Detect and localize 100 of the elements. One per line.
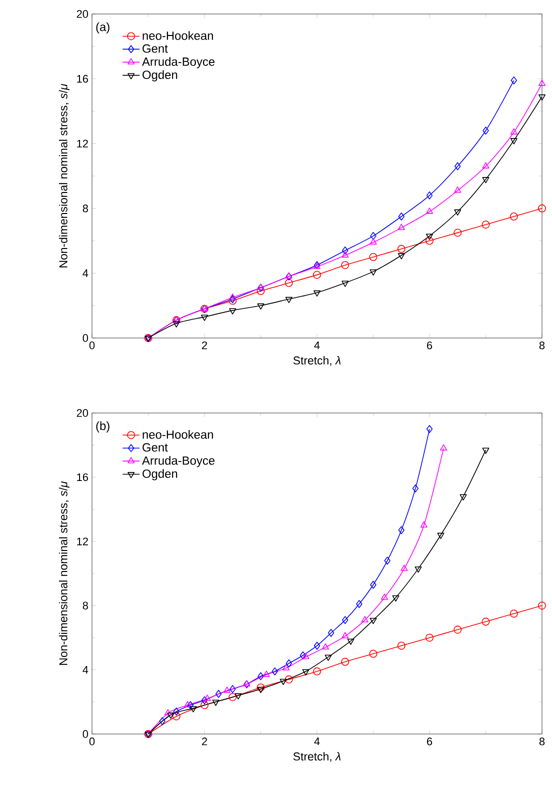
point xyxy=(272,667,278,676)
point xyxy=(482,448,490,454)
point xyxy=(284,675,293,684)
x-tick-label: 4 xyxy=(314,342,320,350)
point xyxy=(454,209,462,216)
legend-label: Gent xyxy=(142,443,168,452)
point xyxy=(204,694,211,701)
point xyxy=(437,532,444,539)
point xyxy=(173,708,180,716)
point xyxy=(282,664,290,670)
point xyxy=(167,712,174,719)
point xyxy=(384,556,390,565)
point xyxy=(172,712,180,720)
point xyxy=(482,177,490,184)
point xyxy=(538,204,546,212)
point xyxy=(313,270,321,279)
legend-label: neo-Hookean xyxy=(142,31,213,40)
point xyxy=(184,701,192,708)
point xyxy=(314,642,320,650)
y-tick-label: 4 xyxy=(82,666,88,674)
point xyxy=(284,278,293,287)
point xyxy=(190,706,197,712)
point xyxy=(397,244,406,253)
y-tick-label: 8 xyxy=(82,602,88,610)
point xyxy=(258,672,264,680)
legend-label: Arruda-Boyce xyxy=(142,57,215,68)
point xyxy=(370,232,376,240)
point xyxy=(229,293,236,300)
point xyxy=(342,246,348,255)
point xyxy=(454,626,462,634)
point xyxy=(342,616,348,624)
point xyxy=(201,696,208,704)
point xyxy=(285,296,292,304)
point xyxy=(398,224,405,230)
point xyxy=(369,252,378,261)
point xyxy=(426,634,434,642)
y-tick-label: 4 xyxy=(82,269,88,277)
y-tick-label: 16 xyxy=(77,74,88,83)
point xyxy=(361,616,368,622)
point xyxy=(341,658,350,666)
point xyxy=(392,595,400,602)
point xyxy=(538,80,546,86)
y-tick-label: 0 xyxy=(82,334,88,342)
x-tick-label: 0 xyxy=(89,342,95,350)
point xyxy=(187,701,194,710)
point xyxy=(172,321,180,328)
point xyxy=(313,290,321,297)
point xyxy=(341,261,350,270)
point xyxy=(234,693,242,700)
point xyxy=(454,186,462,193)
point xyxy=(223,686,231,693)
point xyxy=(356,600,362,608)
point xyxy=(398,212,404,220)
y-tick-label: 20 xyxy=(76,409,88,417)
point xyxy=(510,76,517,84)
point xyxy=(256,287,265,296)
point xyxy=(510,128,518,134)
point xyxy=(420,521,428,528)
x-tick-label: 6 xyxy=(427,738,432,746)
point xyxy=(426,425,433,434)
point xyxy=(370,618,377,624)
x-tick-label: 0 xyxy=(89,738,95,746)
point xyxy=(397,642,406,650)
legend-label: Gent xyxy=(142,44,168,53)
point xyxy=(342,251,349,258)
point xyxy=(257,303,264,310)
point xyxy=(302,652,310,660)
point xyxy=(454,228,462,237)
point xyxy=(324,654,332,661)
point xyxy=(370,238,377,245)
x-axis-title: Stretch, λ xyxy=(293,356,341,366)
point xyxy=(400,564,408,571)
point xyxy=(328,628,334,637)
point xyxy=(342,280,349,287)
legend-label: Ogden xyxy=(142,70,178,82)
point xyxy=(228,693,237,702)
point xyxy=(313,667,321,676)
legend-label: Ogden xyxy=(142,469,178,480)
point xyxy=(482,618,490,626)
point xyxy=(256,683,265,692)
point xyxy=(510,138,518,144)
point xyxy=(212,700,220,706)
point xyxy=(300,651,306,660)
point xyxy=(280,678,287,686)
point xyxy=(426,191,433,200)
point xyxy=(426,208,434,214)
x-tick-label: 8 xyxy=(539,738,545,746)
point xyxy=(286,659,292,668)
point xyxy=(426,236,434,245)
x-tick-label: 4 xyxy=(314,738,320,746)
point xyxy=(398,253,405,260)
x-tick-label: 8 xyxy=(539,342,545,350)
y-tick-label: 12 xyxy=(77,538,88,546)
x-tick-label: 2 xyxy=(202,738,207,746)
point xyxy=(200,701,208,710)
point xyxy=(482,162,490,168)
point xyxy=(215,690,222,698)
point xyxy=(482,126,489,135)
point xyxy=(159,717,166,726)
point xyxy=(380,594,388,600)
